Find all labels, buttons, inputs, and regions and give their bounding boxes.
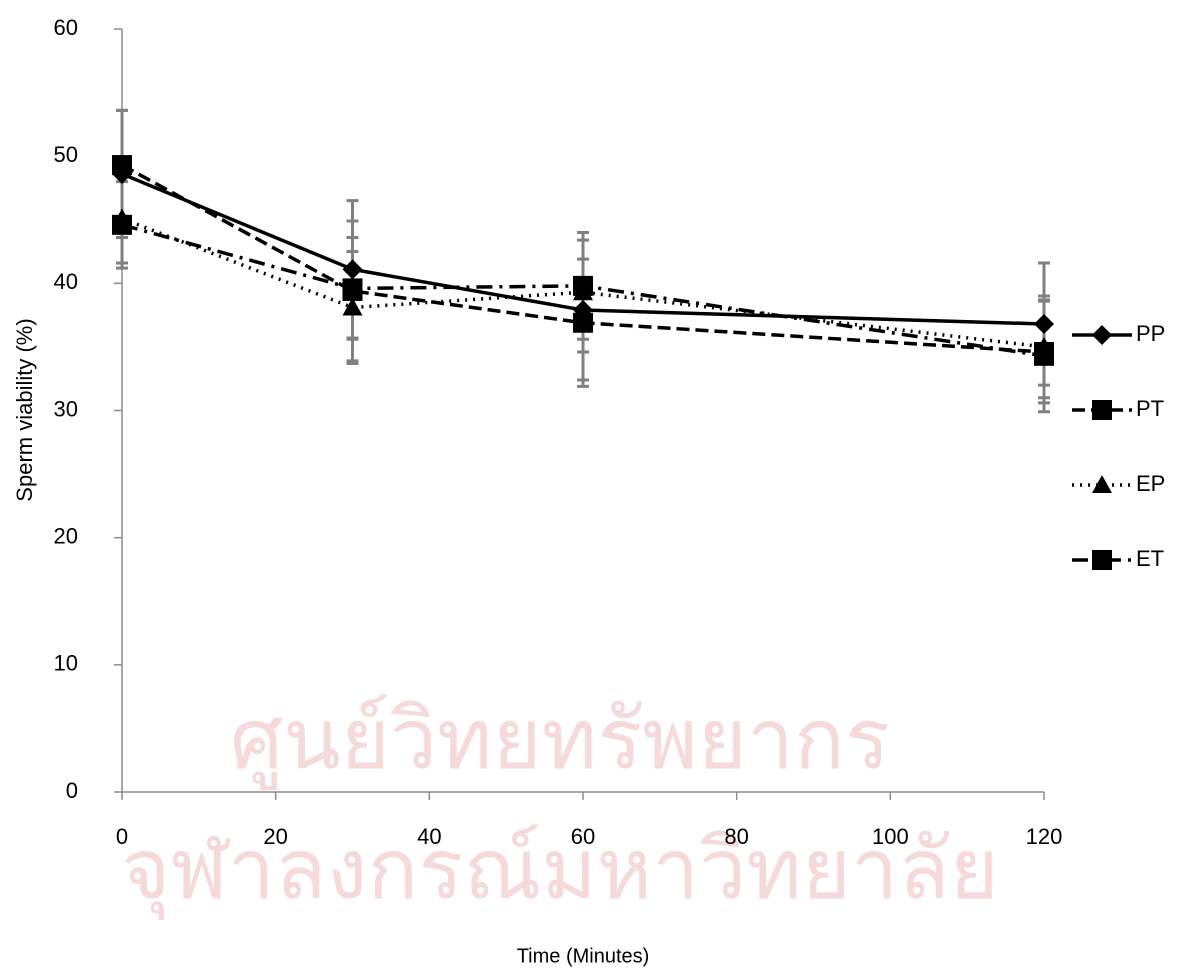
y-tick-label: 60 bbox=[54, 15, 78, 40]
marker bbox=[1092, 400, 1112, 420]
x-tick-label: 100 bbox=[872, 824, 909, 849]
marker bbox=[1034, 314, 1054, 334]
marker bbox=[112, 215, 132, 235]
chart: ศูนย์วิทยทรัพยากร จุฬาลงกรณ์มหาวิทยาลัย … bbox=[0, 0, 1192, 974]
y-tick-label: 10 bbox=[54, 651, 78, 676]
x-tick-label: 60 bbox=[571, 824, 595, 849]
legend-label: ET bbox=[1136, 546, 1164, 571]
x-tick-label: 40 bbox=[417, 824, 441, 849]
marker bbox=[573, 313, 593, 333]
y-tick-label: 0 bbox=[66, 778, 78, 803]
marker bbox=[1092, 550, 1112, 570]
y-axis-title: Sperm viability (%) bbox=[12, 318, 37, 501]
marker bbox=[1092, 475, 1112, 493]
legend-label: PT bbox=[1136, 396, 1164, 421]
marker bbox=[343, 278, 363, 298]
x-tick-label: 0 bbox=[116, 824, 128, 849]
marker bbox=[1034, 346, 1054, 366]
marker bbox=[343, 259, 363, 279]
watermark: ศูนย์วิทยทรัพยากร bbox=[230, 690, 890, 790]
x-tick-label: 20 bbox=[263, 824, 287, 849]
y-tick-label: 20 bbox=[54, 523, 78, 548]
legend-label: PP bbox=[1136, 321, 1165, 346]
x-tick-label: 120 bbox=[1026, 824, 1063, 849]
legend-label: EP bbox=[1136, 471, 1165, 496]
y-tick-label: 40 bbox=[54, 269, 78, 294]
marker bbox=[573, 276, 593, 296]
y-tick-label: 50 bbox=[54, 142, 78, 167]
marker bbox=[112, 155, 132, 175]
y-tick-label: 30 bbox=[54, 396, 78, 421]
x-tick-label: 80 bbox=[724, 824, 748, 849]
x-axis-title: Time (Minutes) bbox=[517, 945, 650, 967]
watermark: จุฬาลงกรณ์มหาวิทยาลัย bbox=[121, 820, 999, 921]
marker bbox=[1092, 325, 1112, 345]
